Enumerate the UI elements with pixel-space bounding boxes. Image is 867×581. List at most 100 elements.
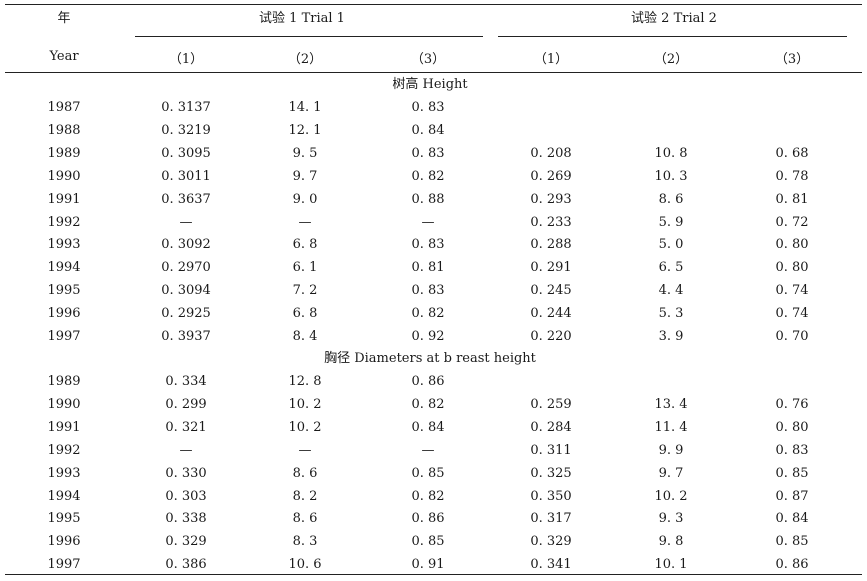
table-cell: 0. 288 [530,237,572,253]
row-year: 1991 [47,419,81,435]
row-year: 1987 [47,100,81,115]
table-cell: 0. 70 [775,329,809,344]
year-label-cn: 年 [57,11,71,26]
table-cell: 0. 3219 [161,122,211,138]
table-cell: 0. 3092 [161,237,211,253]
table-cell: 0. 325 [530,465,572,481]
table-cell: 4. 4 [658,283,684,299]
row-year: 1992 [47,214,81,230]
col-header: （2） [653,52,689,67]
table-cell: — [298,442,312,458]
section-label: 胸径 Diameters at b reast height [324,351,536,366]
table-cell: 5. 3 [658,306,684,322]
table-cell: 0. 317 [530,511,572,527]
table-cell: 0. 86 [411,374,445,389]
table-cell: 0. 82 [411,306,445,322]
row-year: 1995 [47,283,81,299]
table-cell: 10. 3 [654,168,688,184]
table-cell: 0. 329 [530,534,572,550]
table-cell: 9. 9 [658,442,684,458]
table-cell: 0. 83 [411,100,445,115]
table-cell: 0. 245 [530,283,572,299]
table-cell: 12. 1 [288,122,322,138]
row-year: 1991 [47,191,81,207]
row-year: 1993 [47,465,81,481]
col-header: （3） [774,52,810,67]
trial2-rule [498,36,847,37]
table-cell: 0. 72 [775,214,809,230]
table-cell: 10. 2 [288,396,322,412]
table-cell: 0. 321 [165,419,207,435]
table-cell: — [421,442,435,458]
table-cell: 8. 6 [292,511,318,527]
col-header: （2） [287,52,323,67]
table-cell: 0. 208 [530,145,572,161]
table-cell: 10. 6 [288,557,322,573]
table-cell: 0. 85 [411,534,445,550]
col-header: （1） [533,52,569,67]
table-cell: 0. 74 [775,283,809,299]
trial1-rule [135,36,483,37]
table-cell: 6. 8 [292,306,318,322]
table-cell: — [421,214,435,230]
top-rule [5,4,862,5]
table-cell: 0. 78 [775,168,809,184]
table-cell: 0. 92 [411,329,445,344]
table-cell: 0. 341 [530,557,572,573]
table-cell: 0. 330 [165,465,207,481]
table-cell: 0. 3011 [161,168,211,184]
table-cell: 0. 3937 [161,329,211,344]
table-cell: 0. 86 [411,511,445,527]
table-cell: 0. 3095 [161,145,211,161]
table-cell: 0. 84 [411,122,445,138]
table-cell: 0. 85 [775,534,809,550]
table-cell: 0. 303 [165,488,207,504]
row-year: 1996 [47,534,81,550]
row-year: 1989 [47,145,81,161]
table-cell: 8. 2 [292,488,318,504]
col-header: （3） [410,52,446,67]
table-cell: 0. 3137 [161,100,211,115]
row-year: 1994 [47,260,81,276]
table-cell: 0. 291 [530,260,572,276]
table-cell: 5. 9 [658,214,684,230]
table-cell: 10. 8 [654,145,688,161]
table-cell: 5. 0 [658,237,684,253]
year-label-en: Year [49,49,79,64]
table-cell: 9. 7 [292,168,318,184]
table-cell: 8. 4 [292,329,318,344]
row-year: 1992 [47,442,81,458]
table-cell: 11. 4 [654,419,688,435]
table-cell: 0. 284 [530,419,572,435]
table-cell: 10. 1 [654,557,688,573]
table-cell: 0. 220 [530,329,572,344]
table-cell: 8. 6 [292,465,318,481]
table-cell: 14. 1 [288,100,322,115]
table-cell: 0. 82 [411,396,445,412]
table-cell: 9. 8 [658,534,684,550]
row-year: 1989 [47,374,81,389]
table-cell: 0. 80 [775,260,809,276]
table-cell: 9. 7 [658,465,684,481]
table-cell: 0. 83 [411,283,445,299]
table-cell: 0. 386 [165,557,207,573]
table-cell: 0. 244 [530,306,572,322]
table-cell: 6. 1 [292,260,318,276]
table-cell: 0. 81 [775,191,809,207]
table-cell: 0. 350 [530,488,572,504]
table-cell: 0. 233 [530,214,572,230]
table-cell: 0. 85 [411,465,445,481]
table-cell: 0. 311 [530,442,572,458]
table-cell: 3. 9 [658,329,684,344]
row-year: 1988 [47,122,81,138]
trial2-header: 试验 2 Trial 2 [631,11,717,26]
table-cell: 0. 80 [775,419,809,435]
table-cell: 8. 6 [658,191,684,207]
section-label: 树高 Height [392,77,468,92]
table-cell: 0. 3094 [161,283,211,299]
table-cell: 9. 5 [292,145,318,161]
table-cell: 12. 8 [288,374,322,389]
table-cell: 0. 299 [165,396,207,412]
table-cell: — [179,214,193,230]
table-cell: 0. 83 [411,145,445,161]
